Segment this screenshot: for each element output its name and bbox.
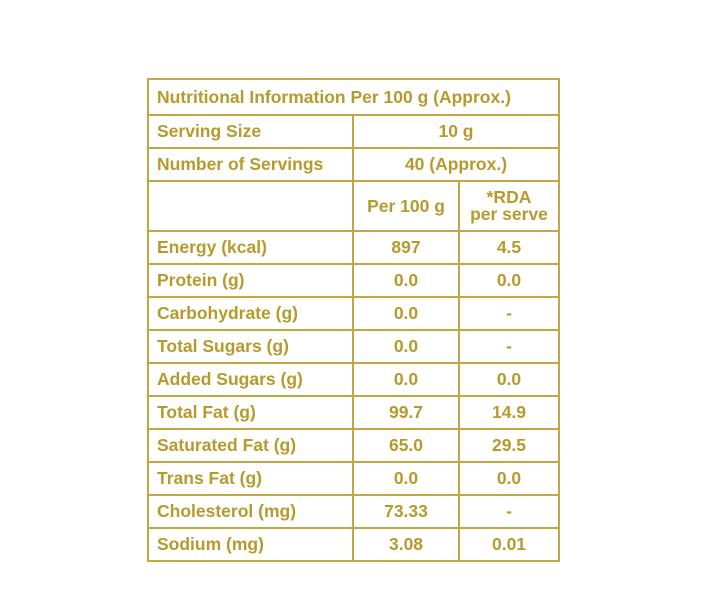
per-100g-value: 0.0 xyxy=(352,296,460,331)
per-100g-value: 73.33 xyxy=(352,494,460,529)
rda-value: 0.0 xyxy=(458,461,560,496)
title-row: Nutritional Information Per 100 g (Appro… xyxy=(147,78,560,116)
nutrient-label: Total Sugars (g) xyxy=(147,329,354,364)
per-100g-value: 0.0 xyxy=(352,263,460,298)
servings-row: Number of Servings 40 (Approx.) xyxy=(147,147,560,182)
nutrient-label: Sodium (mg) xyxy=(147,527,354,562)
header-blank-cell xyxy=(147,180,354,232)
serving-size-row: Serving Size 10 g xyxy=(147,114,560,149)
nutrient-label: Energy (kcal) xyxy=(147,230,354,265)
table-row: Total Fat (g) 99.7 14.9 xyxy=(147,395,560,430)
serving-size-value: 10 g xyxy=(352,114,560,149)
rda-value: - xyxy=(458,296,560,331)
per-100g-value: 3.08 xyxy=(352,527,460,562)
per-100g-value: 99.7 xyxy=(352,395,460,430)
nutrient-label: Carbohydrate (g) xyxy=(147,296,354,331)
table-row: Energy (kcal) 897 4.5 xyxy=(147,230,560,265)
table-row: Total Sugars (g) 0.0- xyxy=(147,329,560,364)
table-row: Sodium (mg) 3.08 0.01 xyxy=(147,527,560,562)
nutrient-label: Trans Fat (g) xyxy=(147,461,354,496)
header-rda-line2: per serve xyxy=(470,204,548,224)
table-row: Protein (g) 0.0 0.0 xyxy=(147,263,560,298)
table-row: Trans Fat (g) 0.0 0.0 xyxy=(147,461,560,496)
rda-value: 4.5 xyxy=(458,230,560,265)
rda-value: 0.0 xyxy=(458,263,560,298)
nutrient-label: Protein (g) xyxy=(147,263,354,298)
nutrition-table: Nutritional Information Per 100 g (Appro… xyxy=(147,78,560,562)
nutrient-label: Saturated Fat (g) xyxy=(147,428,354,463)
per-100g-value: 897 xyxy=(352,230,460,265)
header-rda: *RDA per serve xyxy=(458,180,560,232)
rda-value: - xyxy=(458,329,560,364)
column-header-row: Per 100 g *RDA per serve xyxy=(147,180,560,232)
nutrient-label: Added Sugars (g) xyxy=(147,362,354,397)
per-100g-value: 0.0 xyxy=(352,329,460,364)
serving-size-label: Serving Size xyxy=(147,114,354,149)
nutrient-label: Cholesterol (mg) xyxy=(147,494,354,529)
rda-value: 0.01 xyxy=(458,527,560,562)
per-100g-value: 0.0 xyxy=(352,362,460,397)
table-row: Added Sugars (g) 0.0 0.0 xyxy=(147,362,560,397)
header-per-100g: Per 100 g xyxy=(352,180,460,232)
rda-value: 14.9 xyxy=(458,395,560,430)
header-rda-line1: *RDA xyxy=(486,187,532,207)
rda-value: 29.5 xyxy=(458,428,560,463)
table-row: Carbohydrate (g) 0.0- xyxy=(147,296,560,331)
rda-value: 0.0 xyxy=(458,362,560,397)
table-title: Nutritional Information Per 100 g (Appro… xyxy=(147,78,560,116)
per-100g-value: 0.0 xyxy=(352,461,460,496)
table-row: Saturated Fat (g) 65.0 29.5 xyxy=(147,428,560,463)
servings-label: Number of Servings xyxy=(147,147,354,182)
rda-value: - xyxy=(458,494,560,529)
per-100g-value: 65.0 xyxy=(352,428,460,463)
servings-value: 40 (Approx.) xyxy=(352,147,560,182)
table-row: Cholesterol (mg) 73.33- xyxy=(147,494,560,529)
nutrient-label: Total Fat (g) xyxy=(147,395,354,430)
